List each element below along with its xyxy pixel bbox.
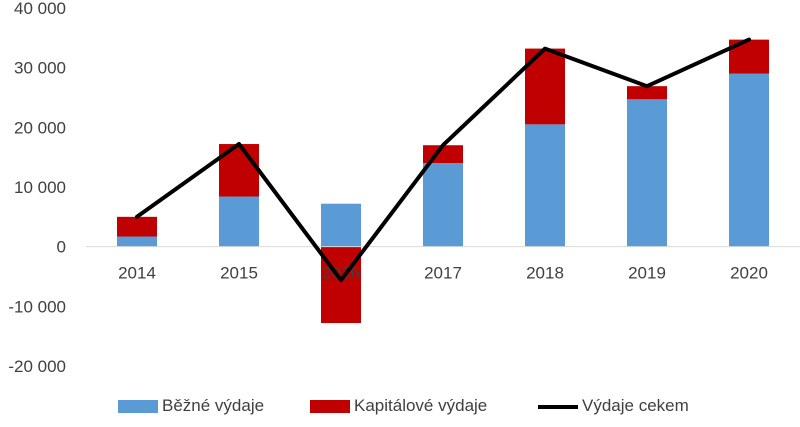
bar-běžné-výdaje-2020 xyxy=(729,73,769,247)
x-tick-label: 2018 xyxy=(526,264,564,283)
y-tick-label: 20 000 xyxy=(14,118,66,137)
x-tick-label: 2020 xyxy=(730,264,768,283)
y-tick-label: -20 000 xyxy=(8,357,66,376)
legend-label: Kapitálové výdaje xyxy=(354,396,487,415)
y-tick-label: 0 xyxy=(57,238,66,257)
legend-swatch xyxy=(310,400,350,413)
x-tick-label: 2015 xyxy=(220,264,258,283)
x-tick-label: 2014 xyxy=(118,264,156,283)
y-tick-label: 40 000 xyxy=(14,0,66,18)
y-tick-label: 30 000 xyxy=(14,59,66,78)
bar-kapitálové-výdaje-2019 xyxy=(627,86,667,100)
bar-běžné-výdaje-2019 xyxy=(627,99,667,247)
x-tick-label: 2017 xyxy=(424,264,462,283)
line-vydaje-cekem xyxy=(135,37,751,283)
y-axis-labels: 40 000 30 000 20 000 10 000 0 -10 000 -20 000 xyxy=(8,0,66,376)
bar-běžné-výdaje-2018 xyxy=(525,124,565,247)
legend-label: Běžné výdaje xyxy=(162,396,264,415)
y-tick-label: -10 000 xyxy=(8,297,66,316)
y-tick-label: 10 000 xyxy=(14,178,66,197)
total-line-layer xyxy=(135,37,751,283)
bar-běžné-výdaje-2015 xyxy=(219,196,259,247)
x-axis-labels: 2014 2015 2016 2017 2018 2019 2020 xyxy=(118,264,768,283)
legend: Běžné výdaje Kapitálové výdaje Výdaje ceke… xyxy=(118,396,689,415)
bar-běžné-výdaje-2014 xyxy=(117,236,157,247)
bar-běžné-výdaje-2017 xyxy=(423,163,463,247)
bar-běžné-výdaje-2016 xyxy=(321,203,361,247)
x-tick-label: 2019 xyxy=(628,264,666,283)
legend-label: Výdaje cekem xyxy=(582,396,689,415)
bar-kapitálové-výdaje-2014 xyxy=(117,216,157,237)
legend-swatch xyxy=(118,400,158,413)
